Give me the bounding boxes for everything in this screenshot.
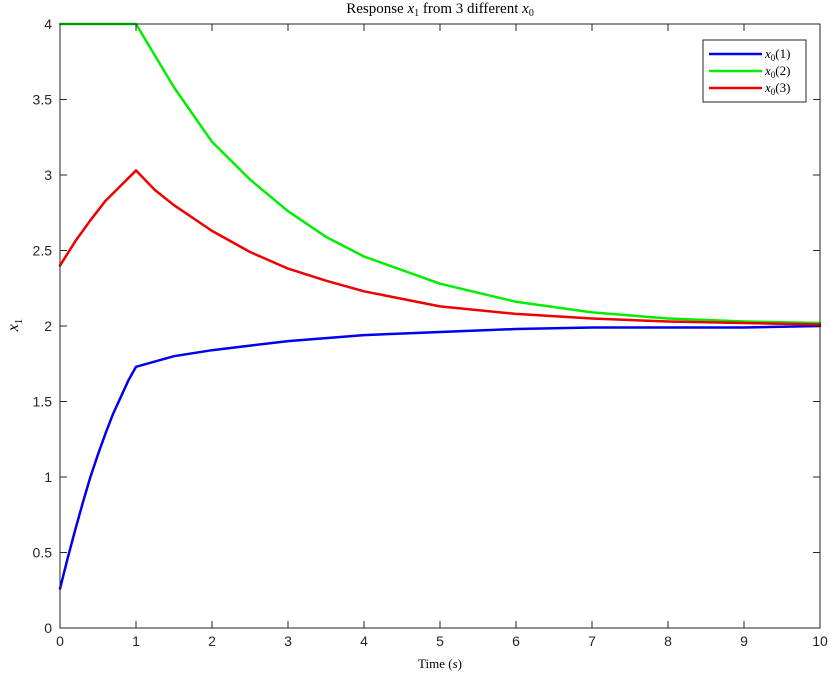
legend-arg: (1)	[775, 46, 790, 61]
y-tick-label: 2	[44, 318, 52, 334]
title-var-1: x	[406, 1, 414, 17]
x-label-text: Time (	[418, 656, 453, 671]
x-tick-label: 6	[512, 633, 520, 649]
x-tick-label: 8	[664, 633, 672, 649]
title-prefix: Response	[346, 1, 407, 17]
x-tick-label: 0	[56, 633, 64, 649]
legend-arg: (3)	[775, 80, 790, 95]
series-line-2	[58, 22, 822, 325]
x-axis: 0 1 2 3 4 5 6 7 8 9 10	[56, 24, 828, 649]
title-var-2: x	[521, 1, 529, 17]
plot-frame	[59, 23, 821, 629]
series-layer	[58, 22, 822, 590]
title-sub-1: 1	[414, 8, 419, 19]
x-tick-label: 1	[132, 633, 140, 649]
title-middle: from 3 different	[419, 1, 522, 17]
x-tick-label: 9	[740, 633, 748, 649]
legend-entry-2: x0(2)	[764, 63, 790, 80]
x-tick-label: 4	[360, 633, 368, 649]
legend-var: x	[764, 46, 771, 61]
y-label-var: x	[5, 324, 22, 332]
y-tick-label: 3.5	[33, 92, 53, 108]
x-label-var: s	[453, 656, 458, 671]
y-tick-label: 2.5	[33, 243, 53, 259]
legend-var: x	[764, 80, 771, 95]
y-axis-label: x1	[5, 319, 25, 333]
series-line-1	[58, 324, 822, 590]
chart-title: Response x1 from 3 different x0	[346, 1, 534, 19]
x-tick-label: 3	[284, 633, 292, 649]
legend-sub: 0	[771, 87, 776, 97]
legend-arg: (2)	[775, 63, 790, 78]
legend: x0(1)x0(2)x0(3)	[702, 39, 807, 103]
y-tick-label: 1.5	[33, 394, 53, 410]
x-tick-label: 5	[436, 633, 444, 649]
series-line-3	[58, 169, 822, 326]
legend-sub: 0	[771, 70, 776, 80]
x-tick-label: 10	[812, 633, 828, 649]
x-tick-label: 2	[208, 633, 216, 649]
legend-sub: 0	[771, 53, 776, 63]
x-tick-label: 7	[588, 633, 596, 649]
y-axis: 0 0.5 1 1.5 2 2.5 3 3.5 4	[33, 16, 820, 636]
y-tick-label: 3	[44, 167, 52, 183]
x-label-suffix: )	[458, 656, 462, 671]
title-sub-2: 0	[529, 8, 534, 19]
y-label-sub: 1	[13, 319, 25, 325]
y-tick-label: 1	[44, 469, 52, 485]
y-tick-label: 4	[44, 16, 52, 32]
x-axis-label: Time (s)	[418, 656, 462, 671]
legend-var: x	[764, 63, 771, 78]
y-tick-label: 0	[44, 620, 52, 636]
legend-entry-1: x0(1)	[764, 46, 790, 63]
legend-entry-3: x0(3)	[764, 80, 790, 97]
y-tick-label: 0.5	[33, 545, 53, 561]
